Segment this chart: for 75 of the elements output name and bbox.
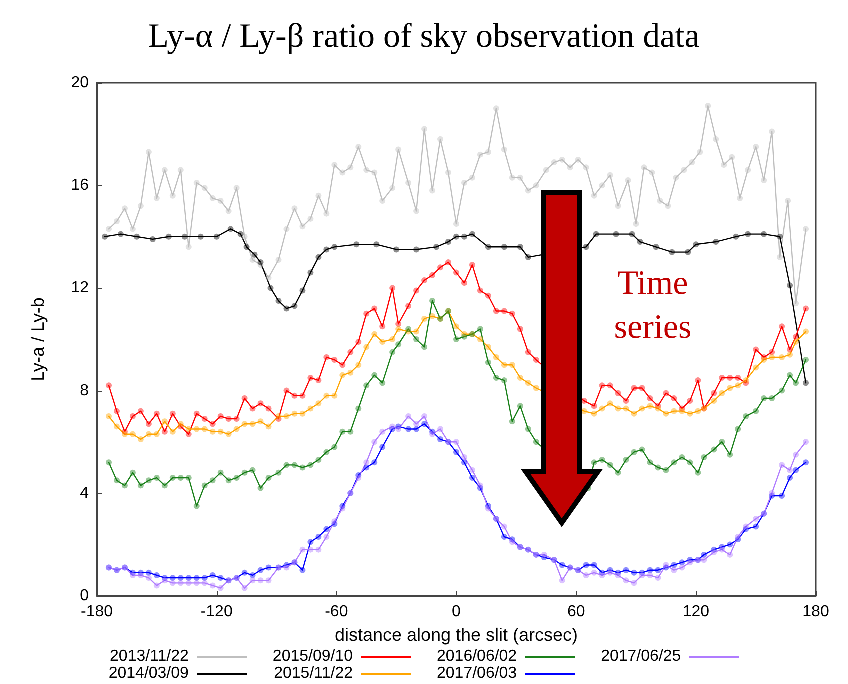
y-tick-label: 16: [71, 177, 90, 194]
point: [150, 236, 156, 242]
point: [733, 234, 740, 240]
point: [613, 231, 620, 238]
point: [469, 231, 476, 238]
point: [258, 260, 264, 266]
point: [501, 244, 508, 250]
point: [745, 231, 752, 238]
legend-label: 2013/11/22: [110, 648, 189, 666]
point: [284, 306, 290, 312]
point: [669, 249, 676, 256]
legend-label: 2014/03/09: [108, 664, 189, 682]
x-tick-label: 0: [452, 604, 462, 620]
x-tick-label: -60: [325, 604, 348, 620]
x-tick-label: -180: [80, 604, 114, 620]
point: [198, 234, 204, 240]
point: [238, 231, 244, 238]
point: [653, 244, 660, 250]
annotation: Time series: [613, 264, 693, 348]
y-tick-label: 4: [80, 484, 90, 502]
x-tick-label: -120: [200, 604, 233, 620]
y-tick-label: 0: [80, 588, 90, 604]
point: [777, 234, 784, 240]
point: [252, 252, 258, 258]
legend-label: 2017/06/03: [437, 664, 518, 682]
point: [593, 231, 600, 238]
point: [316, 254, 322, 260]
point: [446, 239, 452, 246]
point: [761, 231, 768, 238]
y-tick-label: 12: [71, 280, 90, 297]
x-tick-label: 60: [567, 604, 586, 620]
chart-title: Ly-α / Ly-β ratio of sky observation data: [147, 18, 701, 56]
point: [324, 246, 330, 253]
point: [517, 244, 524, 250]
point: [414, 246, 420, 253]
point: [394, 246, 400, 253]
point: [485, 244, 492, 250]
x-tick-label: 120: [682, 604, 710, 620]
point: [713, 239, 720, 246]
point: [308, 270, 314, 276]
point: [637, 239, 644, 246]
y-axis-title: Ly-a / Ly-b: [28, 298, 48, 382]
point: [300, 288, 306, 294]
legend-label: 2015/09/10: [272, 648, 353, 666]
legend-label: 2016/06/02: [437, 648, 518, 666]
legend-label: 2017/06/25: [601, 648, 682, 666]
point: [268, 285, 274, 292]
point: [276, 298, 282, 304]
point: [454, 234, 460, 240]
point: [118, 231, 124, 238]
point: [102, 234, 108, 240]
point: [292, 303, 298, 310]
point: [629, 231, 636, 238]
point: [166, 234, 172, 240]
point: [374, 242, 380, 248]
y-tick-label: 8: [80, 382, 90, 400]
point: [228, 226, 234, 232]
point: [182, 234, 188, 240]
point: [244, 244, 250, 250]
point: [434, 244, 440, 250]
x-axis-title: distance along the slit (arcsec): [334, 625, 578, 645]
point: [803, 380, 810, 386]
point: [461, 234, 468, 240]
point: [787, 282, 794, 289]
y-tick-label: 20: [71, 74, 90, 92]
x-tick-label: 180: [802, 604, 830, 620]
point: [693, 242, 700, 248]
legend-label: 2015/11/22: [274, 664, 353, 682]
point: [525, 254, 532, 260]
point: [214, 234, 220, 240]
point: [134, 234, 140, 240]
point: [685, 249, 692, 256]
point: [332, 244, 338, 250]
point: [583, 244, 590, 250]
point: [354, 242, 360, 248]
